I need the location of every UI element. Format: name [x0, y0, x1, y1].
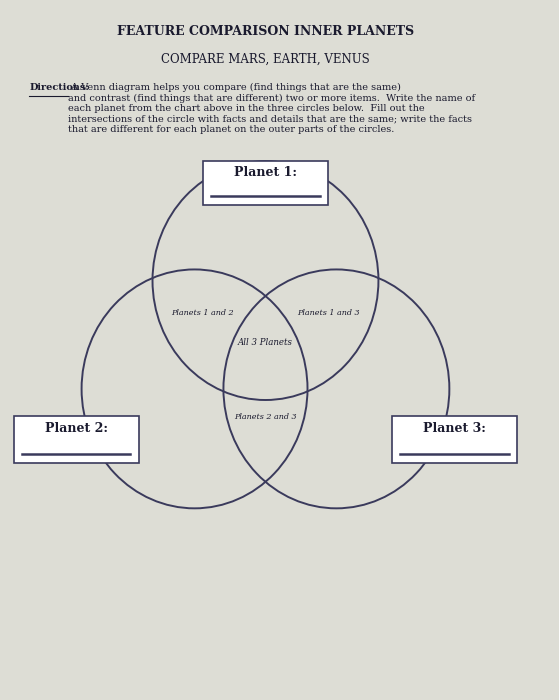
Text: Planet 2:: Planet 2:: [45, 422, 108, 435]
Text: COMPARE MARS, EARTH, VENUS: COMPARE MARS, EARTH, VENUS: [161, 52, 370, 66]
Text: Directions:: Directions:: [29, 83, 89, 92]
FancyBboxPatch shape: [203, 160, 328, 205]
Text: Planets 1 and 3: Planets 1 and 3: [297, 309, 360, 317]
Text: Planet 1:: Planet 1:: [234, 167, 297, 179]
FancyBboxPatch shape: [392, 416, 517, 463]
Text: All 3 Planets: All 3 Planets: [238, 338, 293, 347]
FancyBboxPatch shape: [14, 416, 139, 463]
Text: Planets 2 and 3: Planets 2 and 3: [234, 413, 297, 421]
Text: Planets 1 and 2: Planets 1 and 2: [171, 309, 234, 317]
Text: A Venn diagram helps you compare (find things that are the same)
and contrast (f: A Venn diagram helps you compare (find t…: [68, 83, 476, 134]
Text: FEATURE COMPARISON INNER PLANETS: FEATURE COMPARISON INNER PLANETS: [117, 25, 414, 38]
Text: Planet 3:: Planet 3:: [423, 422, 486, 435]
